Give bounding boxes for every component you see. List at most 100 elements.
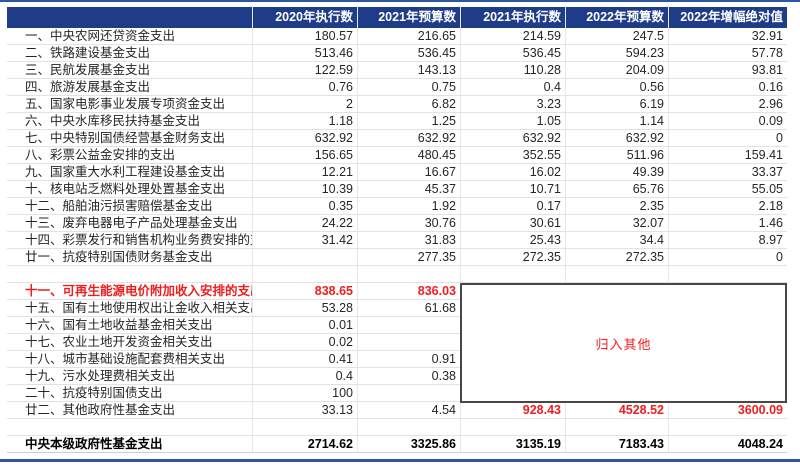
cell-value: 352.55 bbox=[460, 147, 565, 163]
cell-value: 12.21 bbox=[252, 164, 357, 180]
cell-value: 632.92 bbox=[357, 130, 460, 146]
cell-value: 0.56 bbox=[565, 79, 668, 95]
table-row: 十二、船舶油污损害赔偿基金支出 0.35 1.92 0.17 2.35 2.18 bbox=[7, 198, 787, 215]
cell-value: 1.25 bbox=[357, 113, 460, 129]
cell-value: 3.23 bbox=[460, 96, 565, 112]
row-label: 十、核电站乏燃料处理处置基金支出 bbox=[25, 182, 226, 196]
cell-value: 10.39 bbox=[252, 181, 357, 197]
cell-value: 159.41 bbox=[668, 147, 787, 163]
table-row: 八、彩票公益金安排的支出 156.65 480.45 352.55 511.96 159.… bbox=[7, 147, 787, 164]
table-total-row: 中央本级政府性基金支出 2714.62 3325.86 3135.19 7183.43 4… bbox=[7, 436, 787, 453]
table-row: 十八、城市基础设施配套费相关支出 0.41 0.91 bbox=[7, 351, 787, 368]
cell-value: 32.07 bbox=[565, 215, 668, 231]
cell-value bbox=[460, 419, 565, 435]
cell-value: 1.46 bbox=[668, 215, 787, 231]
table-row: 二、铁路建设基金支出 513.46 536.45 536.45 594.23 57.78 bbox=[7, 45, 787, 62]
cell-value: 2.96 bbox=[668, 96, 787, 112]
row-label: 十一、可再生能源电价附加收入安排的支出 bbox=[25, 284, 252, 298]
table-row: 二十、抗疫特别国债支出 100 bbox=[7, 385, 787, 402]
cell-value: 57.78 bbox=[668, 45, 787, 61]
cell-value: 3135.19 bbox=[460, 436, 565, 452]
cell-value bbox=[252, 249, 357, 265]
cell-value: 180.57 bbox=[252, 28, 357, 44]
cell-value: 1.18 bbox=[252, 113, 357, 129]
cell-value: 272.35 bbox=[565, 249, 668, 265]
cell-value bbox=[357, 334, 460, 350]
cell-value bbox=[252, 266, 357, 282]
cell-value: 16.02 bbox=[460, 164, 565, 180]
cell-value bbox=[460, 266, 565, 282]
row-label: 十九、污水处理费相关支出 bbox=[25, 369, 176, 383]
cell-value: 25.43 bbox=[460, 232, 565, 248]
table-row: 七、中央特别国债经营基金财务支出 632.92 632.92 632.92 632.92… bbox=[7, 130, 787, 147]
cell-value: 0.35 bbox=[252, 198, 357, 214]
annotation-text: 归入其他 bbox=[595, 336, 652, 352]
table-row: 廿一、抗疫特别国债财务基金支出 277.35 272.35 272.35 0 bbox=[7, 249, 787, 266]
row-label bbox=[7, 419, 252, 435]
cell-value bbox=[357, 385, 460, 401]
cell-value: 272.35 bbox=[460, 249, 565, 265]
cell-value: 30.76 bbox=[357, 215, 460, 231]
table-row: 廿二、其他政府性基金支出 33.13 4.54 928.43 4528.52 3600.0… bbox=[7, 402, 787, 419]
table-row: 十、核电站乏燃料处理处置基金支出 10.39 45.37 10.71 65.76 55.0… bbox=[7, 181, 787, 198]
cell-value: 480.45 bbox=[357, 147, 460, 163]
table-row: 十三、废弃电器电子产品处理基金支出 24.22 30.76 30.61 32.07 1.4… bbox=[7, 215, 787, 232]
table-row: 四、旅游发展基金支出 0.76 0.75 0.4 0.56 0.16 bbox=[7, 79, 787, 96]
cell-value: 143.13 bbox=[357, 62, 460, 78]
bottom-border-line bbox=[0, 459, 800, 462]
cell-value: 928.43 bbox=[460, 402, 565, 418]
cell-value: 0.38 bbox=[357, 368, 460, 384]
cell-value: 0 bbox=[668, 130, 787, 146]
cell-value: 6.19 bbox=[565, 96, 668, 112]
cell-value: 4.54 bbox=[357, 402, 460, 418]
cell-value: 2.35 bbox=[565, 198, 668, 214]
cell-value: 30.61 bbox=[460, 215, 565, 231]
top-border-line bbox=[0, 0, 800, 2]
cell-value: 0.02 bbox=[252, 334, 357, 350]
cell-value: 0.16 bbox=[668, 79, 787, 95]
row-label: 七、中央特别国债经营基金财务支出 bbox=[25, 131, 226, 145]
cell-value: 110.28 bbox=[460, 62, 565, 78]
row-label: 十五、国有土地使用权出让金收入相关支出 bbox=[25, 301, 252, 315]
cell-value: 65.76 bbox=[565, 181, 668, 197]
cell-value: 2.18 bbox=[668, 198, 787, 214]
fund-expenditure-table: 2020年执行数 2021年预算数 2021年执行数 2022年预算数 2022… bbox=[7, 7, 787, 453]
cell-value: 838.65 bbox=[252, 283, 357, 299]
cell-value: 8.97 bbox=[668, 232, 787, 248]
cell-value bbox=[565, 419, 668, 435]
header-cell-rowlabel bbox=[7, 7, 252, 28]
cell-value: 0.76 bbox=[252, 79, 357, 95]
cell-value: 122.59 bbox=[252, 62, 357, 78]
cell-value: 0.4 bbox=[460, 79, 565, 95]
cell-value: 0.75 bbox=[357, 79, 460, 95]
row-label: 廿一、抗疫特别国债财务基金支出 bbox=[25, 250, 213, 264]
cell-value: 31.83 bbox=[357, 232, 460, 248]
header-cell-2022-increase: 2022年增幅绝对值 bbox=[668, 7, 787, 28]
cell-value: 45.37 bbox=[357, 181, 460, 197]
cell-value: 4048.24 bbox=[668, 436, 787, 452]
row-label: 十二、船舶油污损害赔偿基金支出 bbox=[25, 199, 213, 213]
cell-value: 10.71 bbox=[460, 181, 565, 197]
cell-value: 0.09 bbox=[668, 113, 787, 129]
row-label: 一、中央农网还贷资金支出 bbox=[25, 29, 176, 43]
cell-value bbox=[668, 419, 787, 435]
row-label: 八、彩票公益金安排的支出 bbox=[25, 148, 176, 162]
cell-value bbox=[357, 317, 460, 333]
cell-value: 93.81 bbox=[668, 62, 787, 78]
row-label: 二、铁路建设基金支出 bbox=[25, 46, 151, 60]
row-label: 十六、国有土地收益基金相关支出 bbox=[25, 318, 213, 332]
table-row: 九、国家重大水利工程建设基金支出 12.21 16.67 16.02 49.39 33.3… bbox=[7, 164, 787, 181]
table-row: 三、民航发展基金支出 122.59 143.13 110.28 204.09 93.81 bbox=[7, 62, 787, 79]
cell-value: 100 bbox=[252, 385, 357, 401]
cell-value: 4528.52 bbox=[565, 402, 668, 418]
cell-value: 33.37 bbox=[668, 164, 787, 180]
cell-value bbox=[252, 419, 357, 435]
cell-value: 55.05 bbox=[668, 181, 787, 197]
cell-value: 513.46 bbox=[252, 45, 357, 61]
cell-value bbox=[357, 266, 460, 282]
cell-value: 24.22 bbox=[252, 215, 357, 231]
cell-value: 0.01 bbox=[252, 317, 357, 333]
annotation-box: 归入其他 bbox=[460, 283, 787, 403]
table-blank-row bbox=[7, 266, 787, 283]
cell-value: 33.13 bbox=[252, 402, 357, 418]
